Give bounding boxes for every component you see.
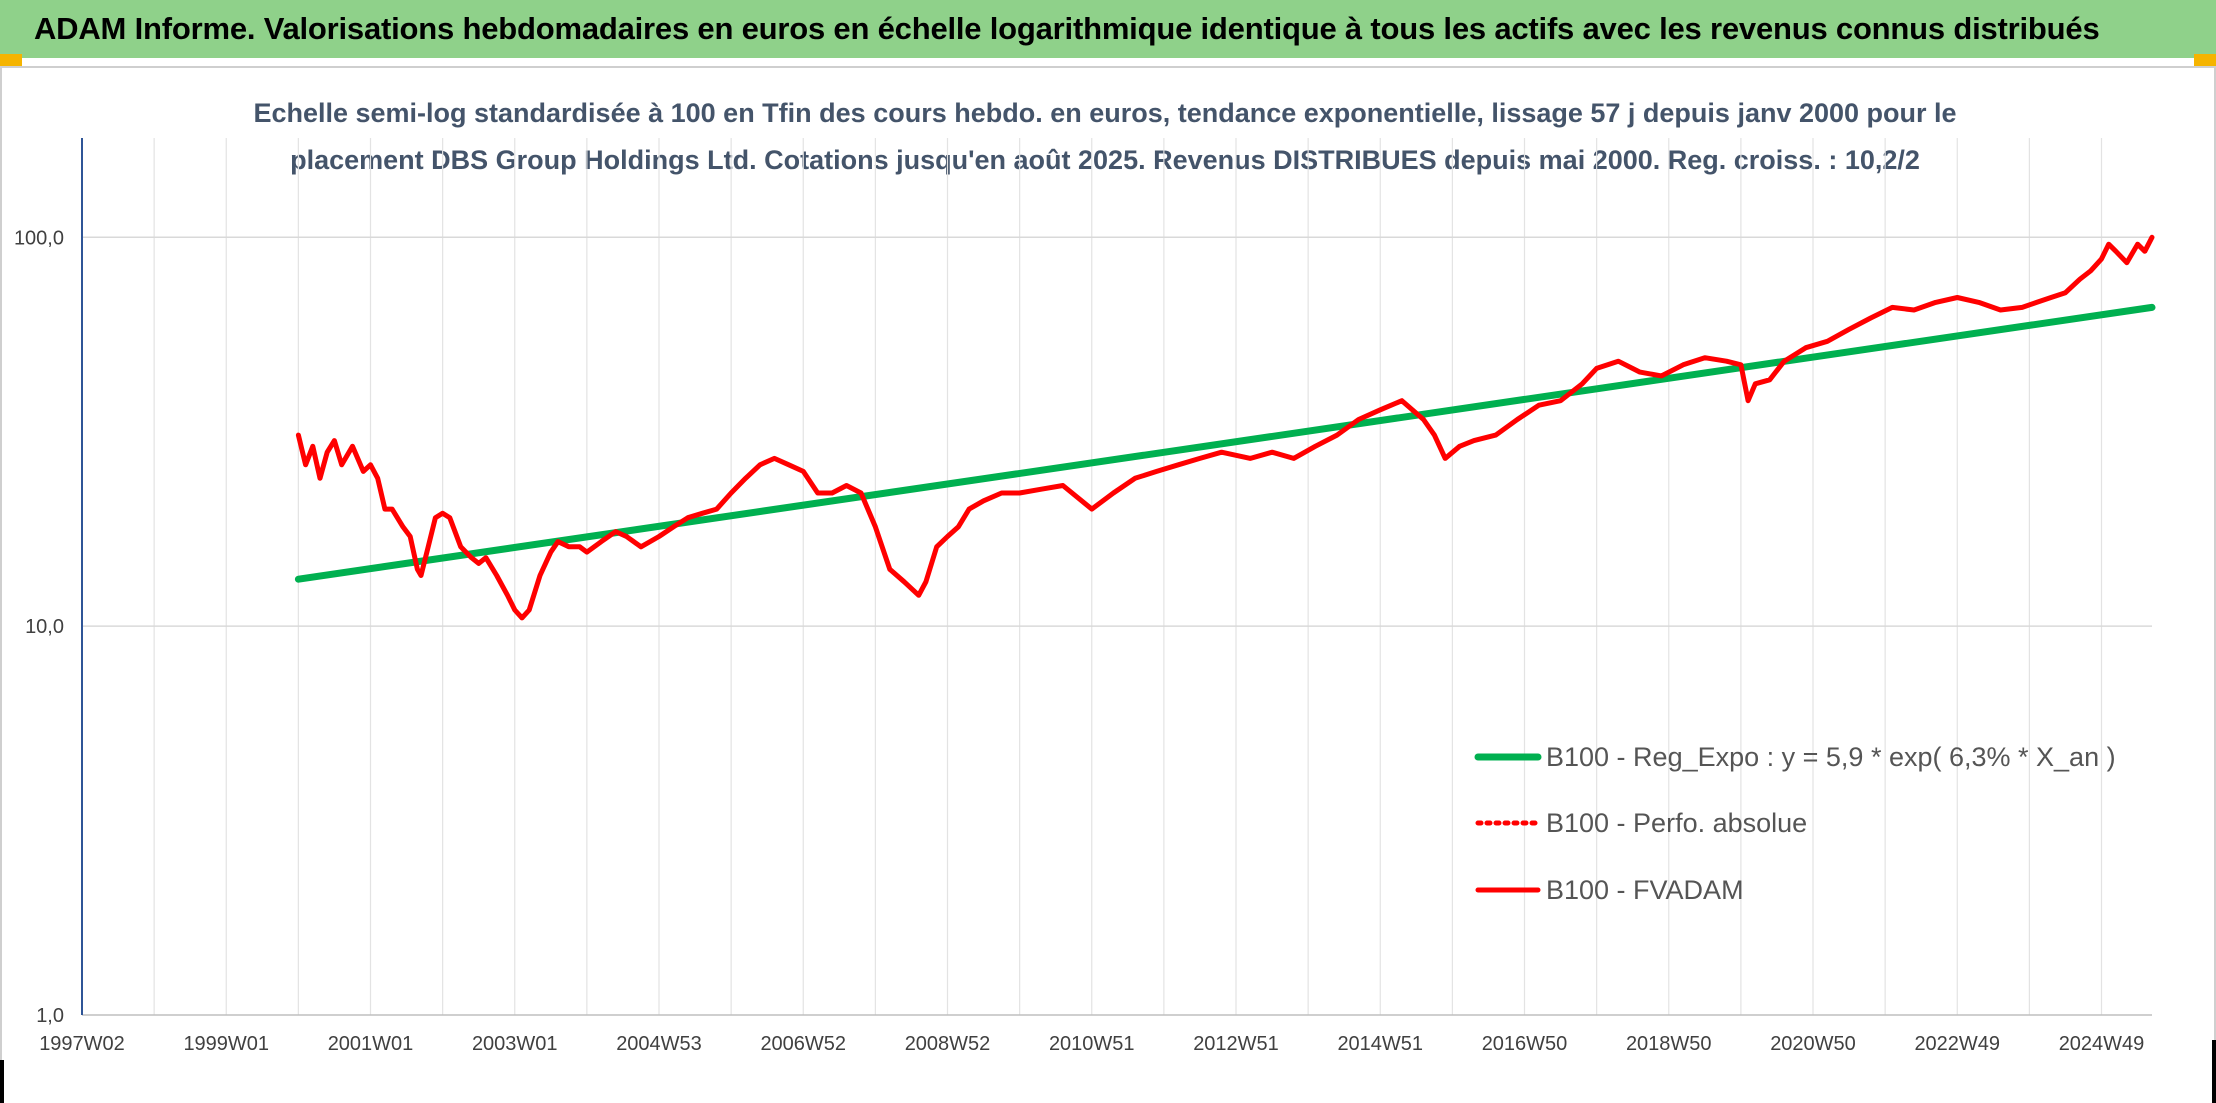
x-tick-label: 1999W01: [183, 1033, 269, 1055]
frame-edge-right: [2212, 1040, 2216, 1103]
x-tick-label: 2008W52: [905, 1033, 991, 1055]
y-tick-label: 1,0: [36, 1005, 64, 1027]
x-tick-label: 2010W51: [1049, 1033, 1135, 1055]
y-tick-labels: 1,0 10,0 100,0: [14, 227, 64, 1027]
x-tick-label: 2012W51: [1193, 1033, 1279, 1055]
x-tick-label: 2003W01: [472, 1033, 558, 1055]
x-tick-label: 2024W49: [2059, 1033, 2145, 1055]
x-tick-label: 2014W51: [1337, 1033, 1423, 1055]
legend-label-0: B100 - Reg_Expo : y = 5,9 * exp( 6,3% * …: [1546, 742, 2116, 772]
x-tick-label: 2022W49: [1914, 1033, 2000, 1055]
series-line-0: [294, 303, 2156, 583]
chart-frame: [0, 66, 2216, 1103]
x-tick-label: 2018W50: [1626, 1033, 1712, 1055]
series-line-2: [295, 234, 2155, 621]
report-header: ADAM Informe. Valorisations hebdomadaire…: [0, 0, 2216, 58]
y-gridlines: [82, 236, 2152, 1016]
x-tick-label: 1997W02: [39, 1033, 125, 1055]
legend-label-1: B100 - Perfo. absolue: [1546, 808, 1807, 838]
x-tick-label: 2020W50: [1770, 1033, 1856, 1055]
x-tick-labels: 1997W02 1999W01 2001W01 2003W01 2004W53 2006W…: [39, 1033, 2144, 1055]
x-tick-label: 2001W01: [328, 1033, 414, 1055]
chart-title-line-1: Echelle semi-log standardisée à 100 en T…: [253, 98, 1956, 128]
y-tick-label: 10,0: [25, 616, 64, 638]
x-gridlines: [81, 138, 2103, 1015]
legend-label-2: B100 - FVADAM: [1546, 875, 1744, 905]
y-tick-label: 100,0: [14, 227, 64, 249]
corner-marker-right: [2194, 54, 2216, 66]
series-lines: [294, 234, 2156, 621]
report-title: ADAM Informe. Valorisations hebdomadaire…: [34, 11, 2100, 46]
chart-title-line-2: placement DBS Group Holdings Ltd. Cotati…: [290, 145, 1920, 175]
frame-edge-left: [0, 1060, 4, 1103]
legend: B100 - Reg_Expo : y = 5,9 * exp( 6,3% * …: [1474, 742, 2116, 905]
x-tick-label: 2016W50: [1482, 1033, 1568, 1055]
x-tick-label: 2006W52: [760, 1033, 846, 1055]
corner-marker-left: [0, 54, 22, 66]
x-tick-label: 2004W53: [616, 1033, 702, 1055]
